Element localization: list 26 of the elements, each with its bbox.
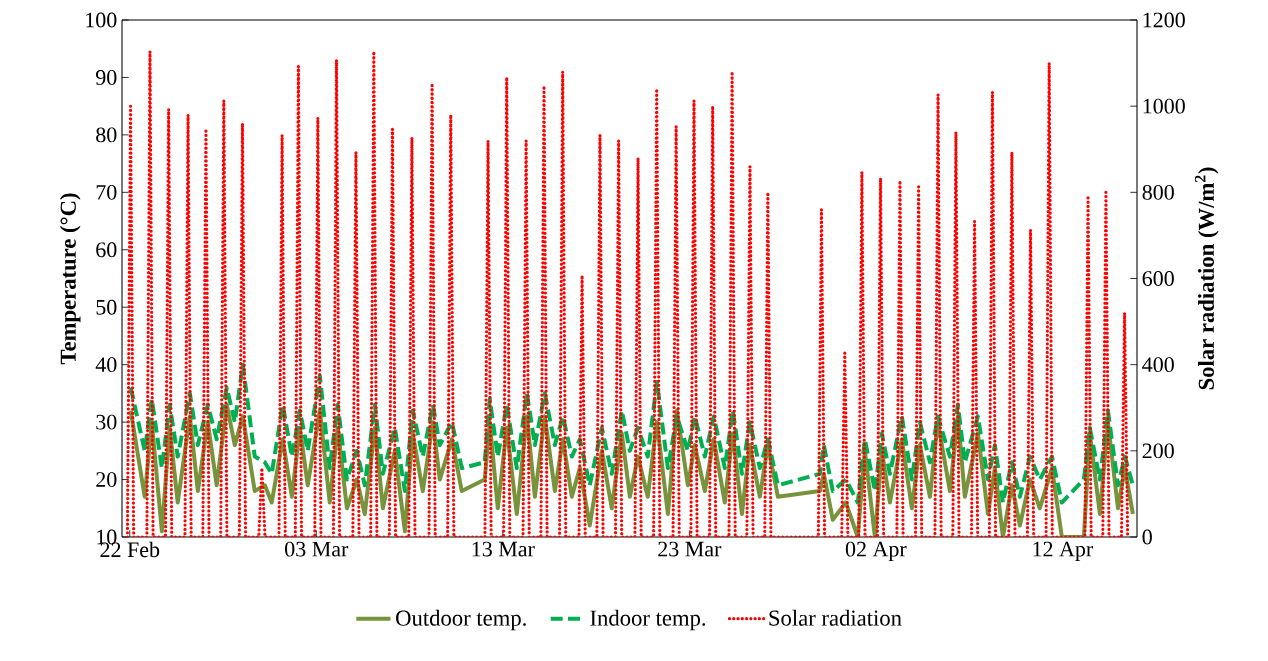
y2-tick-label: 0 <box>1142 529 1152 545</box>
y-tick-label: 20 <box>96 472 117 487</box>
y2-tick-label: 200 <box>1142 443 1174 459</box>
y-tick-label: 70 <box>96 184 117 200</box>
legend-label: Outdoor temp. <box>396 609 526 631</box>
y-tick-label: 50 <box>96 299 117 315</box>
y-axis-title: Temperature (°C) <box>59 193 81 365</box>
y-tick-label: 30 <box>96 414 117 430</box>
y-tick-label: 90 <box>96 70 117 85</box>
legend-label: Solar radiation <box>769 609 902 626</box>
x-tick-label: 12 Apr <box>1033 541 1094 561</box>
y2-tick-label: 1200 <box>1143 12 1185 28</box>
x-tick-label: 13 Mar <box>472 541 535 557</box>
y-tick-label: 100 <box>86 12 117 28</box>
y2-axis-title: Solar radiation (W/m$^{2}$) <box>1194 167 1219 390</box>
y2-tick-label: 800 <box>1142 184 1174 200</box>
x-tick-label: 02 Apr <box>845 541 907 562</box>
y2-tick-label: 1000 <box>1143 98 1185 114</box>
y-tick-label: 40 <box>95 357 117 373</box>
y-tick-label: 60 <box>96 242 117 258</box>
legend-label: Indoor temp. <box>590 609 706 631</box>
y-tick-label: 80 <box>96 127 117 143</box>
x-tick-label: 03 Mar <box>285 541 349 557</box>
y2-tick-label: 600 <box>1142 271 1174 286</box>
y2-tick-label: 400 <box>1142 357 1174 373</box>
x-tick-label: 23 Mar <box>658 541 722 557</box>
